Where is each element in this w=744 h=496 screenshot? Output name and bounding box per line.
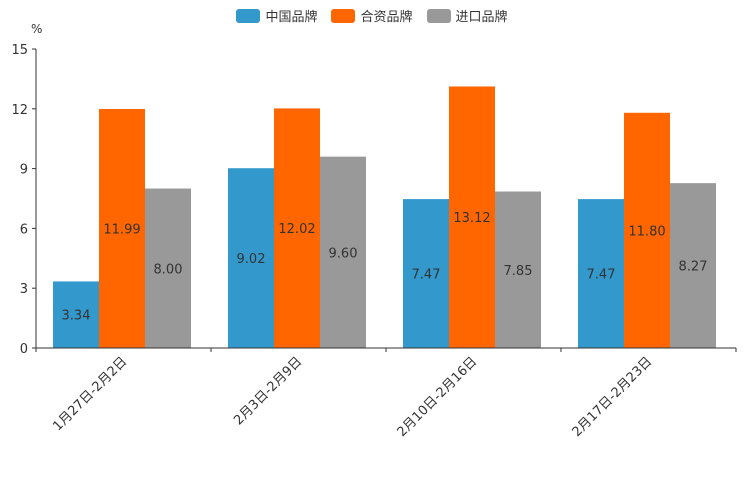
y-tick-label: 9 xyxy=(20,163,28,178)
bar[interactable] xyxy=(53,281,99,348)
legend-swatch-china-brand xyxy=(236,8,261,23)
legend-label-china-brand: 中国品牌 xyxy=(265,10,318,25)
y-axis-unit-label: % xyxy=(31,22,42,36)
bar[interactable] xyxy=(449,86,495,348)
legend-item-import-brand[interactable]: 进口品牌 xyxy=(426,6,508,25)
bar[interactable] xyxy=(578,199,624,348)
bar[interactable] xyxy=(274,108,320,348)
bar-value-label: 11.99 xyxy=(103,222,140,237)
bar-value-label: 9.02 xyxy=(237,252,266,267)
legend-item-jv-brand[interactable]: 合资品牌 xyxy=(331,6,413,25)
bar-value-label: 3.34 xyxy=(62,309,91,324)
x-tick-label: 2月17日-2月23日 xyxy=(570,354,656,440)
legend-swatch-import-brand xyxy=(426,8,451,23)
bar[interactable] xyxy=(99,108,145,349)
bar-value-label: 7.85 xyxy=(504,264,533,279)
bar-value-label: 7.47 xyxy=(412,268,441,283)
y-tick-label: 6 xyxy=(20,222,28,237)
legend-item-china-brand[interactable]: 中国品牌 xyxy=(236,6,317,25)
x-tick-label: 2月3日-2月9日 xyxy=(231,354,305,428)
legend-swatch-jv-brand xyxy=(331,8,356,23)
y-tick-label: 3 xyxy=(20,282,28,297)
y-tick-label: 0 xyxy=(20,342,28,357)
bar[interactable] xyxy=(624,112,670,348)
legend-label-import-brand: 进口品牌 xyxy=(455,10,508,25)
legend: 中国品牌 合资品牌 进口品牌 xyxy=(0,6,744,25)
bar-value-label: 12.02 xyxy=(278,222,315,237)
bar[interactable] xyxy=(670,183,716,348)
bar[interactable] xyxy=(320,156,366,348)
legend-label-jv-brand: 合资品牌 xyxy=(360,10,413,25)
bar-value-label: 13.12 xyxy=(453,211,490,226)
bar-value-label: 9.60 xyxy=(329,246,358,261)
x-tick-label: 2月10日-2月16日 xyxy=(395,354,481,440)
bar[interactable] xyxy=(495,191,541,348)
y-tick-label: 15 xyxy=(11,43,28,58)
bar[interactable] xyxy=(145,188,191,348)
y-tick-label: 12 xyxy=(11,103,28,118)
x-tick-label: 1月27日-2月2日 xyxy=(50,354,130,434)
bar-value-label: 7.47 xyxy=(587,268,616,283)
bar-value-label: 11.80 xyxy=(628,224,665,239)
bar-value-label: 8.00 xyxy=(154,262,183,277)
bar-value-label: 8.27 xyxy=(679,260,708,275)
bar[interactable] xyxy=(228,168,274,348)
bar[interactable] xyxy=(403,199,449,348)
